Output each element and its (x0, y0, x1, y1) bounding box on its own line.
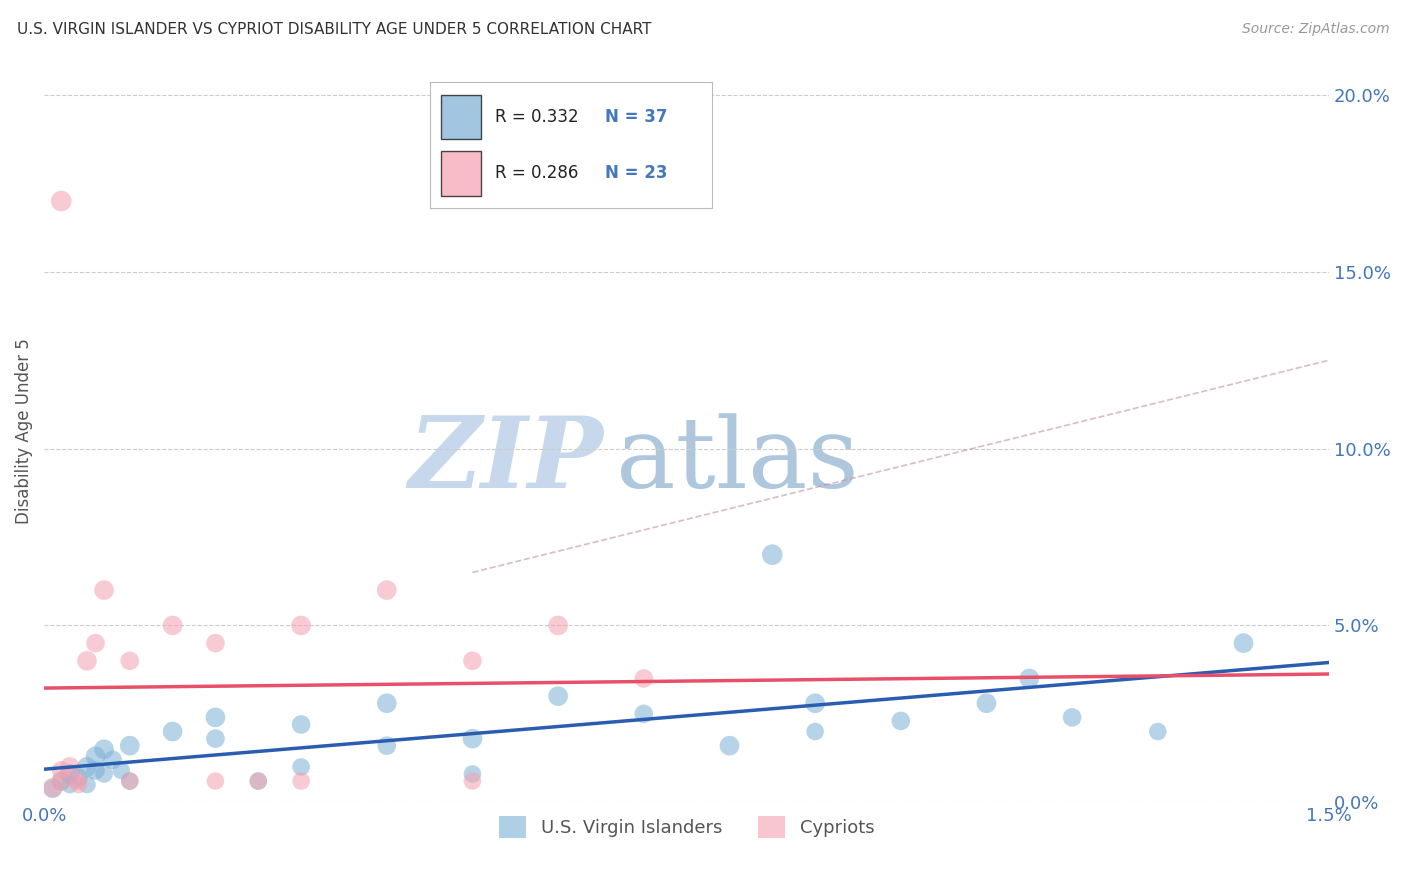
Point (1146, 724, 1168, 739)
Point (461, 731, 484, 746)
Point (461, 654, 484, 668)
Point (118, 774, 141, 789)
Point (547, 689, 569, 703)
Point (118, 739, 141, 753)
Point (1062, 710, 1084, 724)
Point (1232, 636, 1254, 650)
Y-axis label: Disability Age Under 5: Disability Age Under 5 (15, 338, 32, 524)
Point (41, 781, 63, 796)
Text: U.S. VIRGIN ISLANDER VS CYPRIOT DISABILITY AGE UNDER 5 CORRELATION CHART: U.S. VIRGIN ISLANDER VS CYPRIOT DISABILI… (17, 22, 651, 37)
Point (633, 672, 655, 686)
Point (41, 781, 63, 796)
Point (804, 696, 827, 710)
Point (84, 764, 107, 778)
Point (51, 774, 73, 789)
Point (761, 548, 783, 562)
Point (162, 618, 184, 632)
Point (93, 767, 115, 781)
Point (290, 774, 312, 789)
Point (461, 774, 484, 789)
Point (204, 636, 226, 650)
Point (718, 739, 741, 753)
Point (633, 706, 655, 721)
Point (890, 714, 912, 728)
Legend: U.S. Virgin Islanders, Cypriots: U.S. Virgin Islanders, Cypriots (492, 809, 882, 846)
Point (547, 618, 569, 632)
Point (375, 696, 398, 710)
Text: atlas: atlas (616, 413, 859, 508)
Point (162, 724, 184, 739)
Point (204, 710, 226, 724)
Point (101, 753, 124, 767)
Point (59, 778, 82, 792)
Point (67, 774, 90, 789)
Point (84, 749, 107, 764)
Point (1018, 672, 1040, 686)
Point (976, 696, 998, 710)
Point (375, 583, 398, 598)
Point (59, 767, 82, 781)
Point (118, 654, 141, 668)
Text: Source: ZipAtlas.com: Source: ZipAtlas.com (1241, 22, 1389, 37)
Point (375, 739, 398, 753)
Point (67, 778, 90, 792)
Point (59, 760, 82, 774)
Point (110, 764, 132, 778)
Text: ZIP: ZIP (408, 412, 603, 509)
Point (76, 778, 98, 792)
Point (804, 724, 827, 739)
Point (204, 731, 226, 746)
Point (93, 583, 115, 598)
Point (51, 194, 73, 208)
Point (204, 774, 226, 789)
Point (461, 767, 484, 781)
Point (290, 717, 312, 731)
Point (51, 774, 73, 789)
Point (118, 774, 141, 789)
Point (84, 636, 107, 650)
Point (247, 774, 270, 789)
Point (51, 764, 73, 778)
Point (247, 774, 270, 789)
Point (76, 760, 98, 774)
Point (67, 771, 90, 785)
Point (76, 654, 98, 668)
Point (290, 618, 312, 632)
Point (93, 742, 115, 756)
Point (290, 760, 312, 774)
